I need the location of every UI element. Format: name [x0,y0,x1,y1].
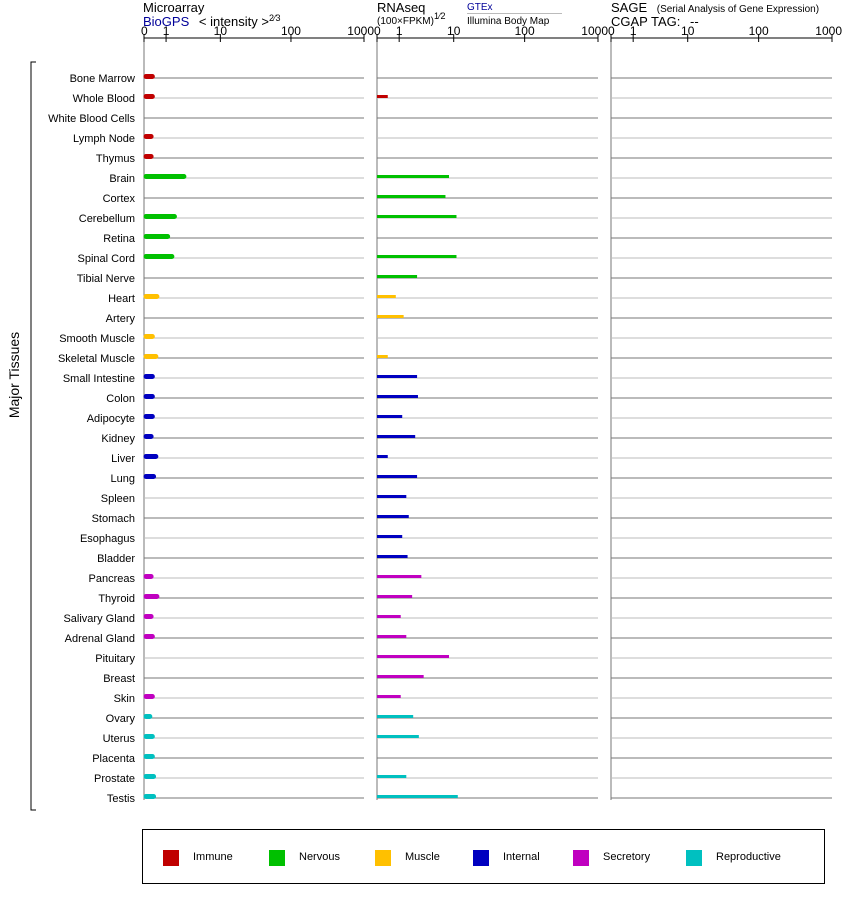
tissue-label: Smooth Muscle [59,333,135,345]
tissue-label: Testis [107,793,136,805]
x-tick-label: 0 [141,24,148,38]
rnaseq-unit: (100×FPKM) [377,16,434,27]
x-tick-label: 0 [374,24,381,38]
tissue-label: Retina [103,233,136,245]
x-tick-label: 10 [447,24,461,38]
x-tick-label: 10 [214,24,228,38]
legend-swatch-immune [163,850,179,866]
tissue-label: Colon [106,393,135,405]
cgap-tag-row: CGAP TAG: -- [611,14,699,29]
y-axis-bracket [30,61,36,811]
illumina-body-map-link[interactable]: Illumina Body Map [467,16,550,27]
tissue-label: Artery [106,313,136,325]
legend-label-internal: Internal [503,851,540,863]
tissue-label: Placenta [92,753,136,765]
rnaseq-unit-exp: 1⁄2 [433,11,446,21]
legend-swatch-nervous [269,850,285,866]
tissue-label: Skeletal Muscle [58,353,135,365]
legend-label-immune: Immune [193,851,233,863]
tissue-label: Tibial Nerve [77,273,135,285]
tissue-label: Uterus [103,733,136,745]
tissue-label: Breast [103,673,135,685]
tissue-label: Heart [108,293,135,305]
gtex-link[interactable]: GTEx [467,2,562,14]
tissue-label: Stomach [92,513,135,525]
tissue-label: Thyroid [98,593,135,605]
tissue-label: Brain [109,173,135,185]
cgap-tag-value: -- [689,14,699,29]
tissue-label: Salivary Gland [63,613,135,625]
cgap-tag-label: CGAP TAG: [611,14,681,29]
x-tick-label: 1000 [581,24,608,38]
legend-swatch-muscle [375,850,391,866]
tissue-label: Liver [111,453,135,465]
tissue-label: Thymus [96,153,136,165]
x-tick-label: 1000 [347,24,374,38]
microarray-unit-exp: 2⁄3 [268,13,281,23]
tissue-label: White Blood Cells [48,113,135,125]
tissue-label: Spinal Cord [78,253,135,265]
tissue-label: Prostate [94,773,135,785]
tissue-label: Bone Marrow [70,73,135,85]
tissue-label: Pancreas [89,573,136,585]
panel-microarray: 0 1 10 100 1000 [141,24,374,800]
panel-rnaseq: 0 1 10 100 1000 [374,24,608,800]
rnaseq-unit-row: (100×FPKM)1⁄2 [377,11,445,27]
legend-swatch-secretory [573,850,589,866]
tissue-label: Cortex [103,193,136,205]
microarray-unit-row: BioGPS < intensity >2⁄3 [143,13,281,29]
legend-swatch-internal [473,850,489,866]
x-tick-label: 100 [749,24,769,38]
microarray-title: Microarray [143,0,205,15]
sage-title: SAGE [611,0,648,15]
tissue-label: Skin [114,693,135,705]
tissue-label: Lung [111,473,135,485]
sage-title-row: SAGE (Serial Analysis of Gene Expression… [611,0,819,15]
x-tick-label: 100 [281,24,301,38]
x-tick-label: 10 [681,24,695,38]
tissue-label: Small Intestine [63,373,135,385]
sage-subtitle: (Serial Analysis of Gene Expression) [656,4,820,15]
tissue-label: Pituitary [95,653,135,665]
legend-label-reproductive: Reproductive [716,851,781,863]
tissue-label: Bladder [97,553,135,565]
tissue-label: Adrenal Gland [65,633,135,645]
microarray-unit: < intensity > [198,14,269,29]
tissue-label: Adipocyte [87,413,135,425]
tissue-label: Esophagus [80,533,136,545]
legend: Immune Nervous Muscle Internal Secretory Repr… [142,829,825,884]
legend-swatch-reproductive [686,850,702,866]
x-tick-label: 1000 [815,24,842,38]
x-tick-label: 1 [630,24,637,38]
legend-label-muscle: Muscle [405,851,440,863]
y-axis-label: Major Tissues [6,332,22,418]
tissue-label: Whole Blood [73,93,135,105]
x-tick-label: 100 [515,24,535,38]
tissue-label: Kidney [101,433,135,445]
x-tick-label: 1 [163,24,170,38]
legend-label-secretory: Secretory [603,851,651,863]
tissue-label: Spleen [101,493,135,505]
panel-sage: 0 1 10 100 1000 [608,24,842,800]
x-tick-label: 0 [608,24,615,38]
biogps-link[interactable]: BioGPS [143,14,190,29]
tissue-label: Ovary [106,713,136,725]
legend-label-nervous: Nervous [299,851,340,863]
tissue-label: Lymph Node [73,133,135,145]
x-tick-label: 1 [396,24,403,38]
rnaseq-title: RNAseq [377,0,426,15]
tissue-label: Cerebellum [79,213,135,225]
